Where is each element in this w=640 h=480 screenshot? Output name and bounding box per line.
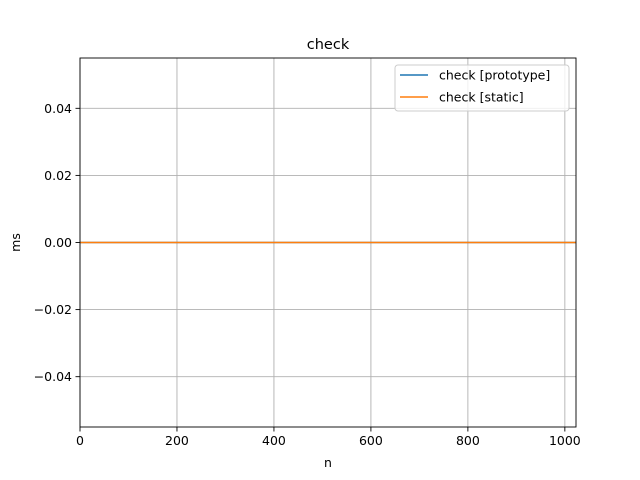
legend: check [prototype] check [static] bbox=[394, 64, 570, 112]
x-tick-label: 0 bbox=[76, 433, 84, 448]
x-tick-label: 1000 bbox=[549, 433, 581, 448]
y-tick-label: 0.04 bbox=[44, 101, 72, 116]
x-tick-label: 200 bbox=[165, 433, 189, 448]
x-axis-label: n bbox=[324, 455, 332, 470]
y-tick-label: −0.02 bbox=[34, 302, 72, 317]
legend-label-static: check [static] bbox=[439, 90, 524, 105]
y-tick-label: 0.02 bbox=[44, 168, 72, 183]
x-tick-label: 600 bbox=[359, 433, 383, 448]
y-axis-ticks: −0.04 −0.02 0.00 0.02 0.04 bbox=[34, 101, 80, 384]
x-tick-label: 400 bbox=[262, 433, 286, 448]
legend-box bbox=[394, 64, 570, 112]
legend-label-prototype: check [prototype] bbox=[439, 68, 550, 83]
y-tick-label: −0.04 bbox=[34, 369, 72, 384]
chart-title: check bbox=[307, 37, 350, 53]
y-tick-label: 0.00 bbox=[44, 235, 72, 250]
y-axis-label: ms bbox=[8, 233, 23, 252]
x-axis-ticks: 0 200 400 600 800 1000 bbox=[76, 427, 581, 448]
x-tick-label: 800 bbox=[456, 433, 480, 448]
